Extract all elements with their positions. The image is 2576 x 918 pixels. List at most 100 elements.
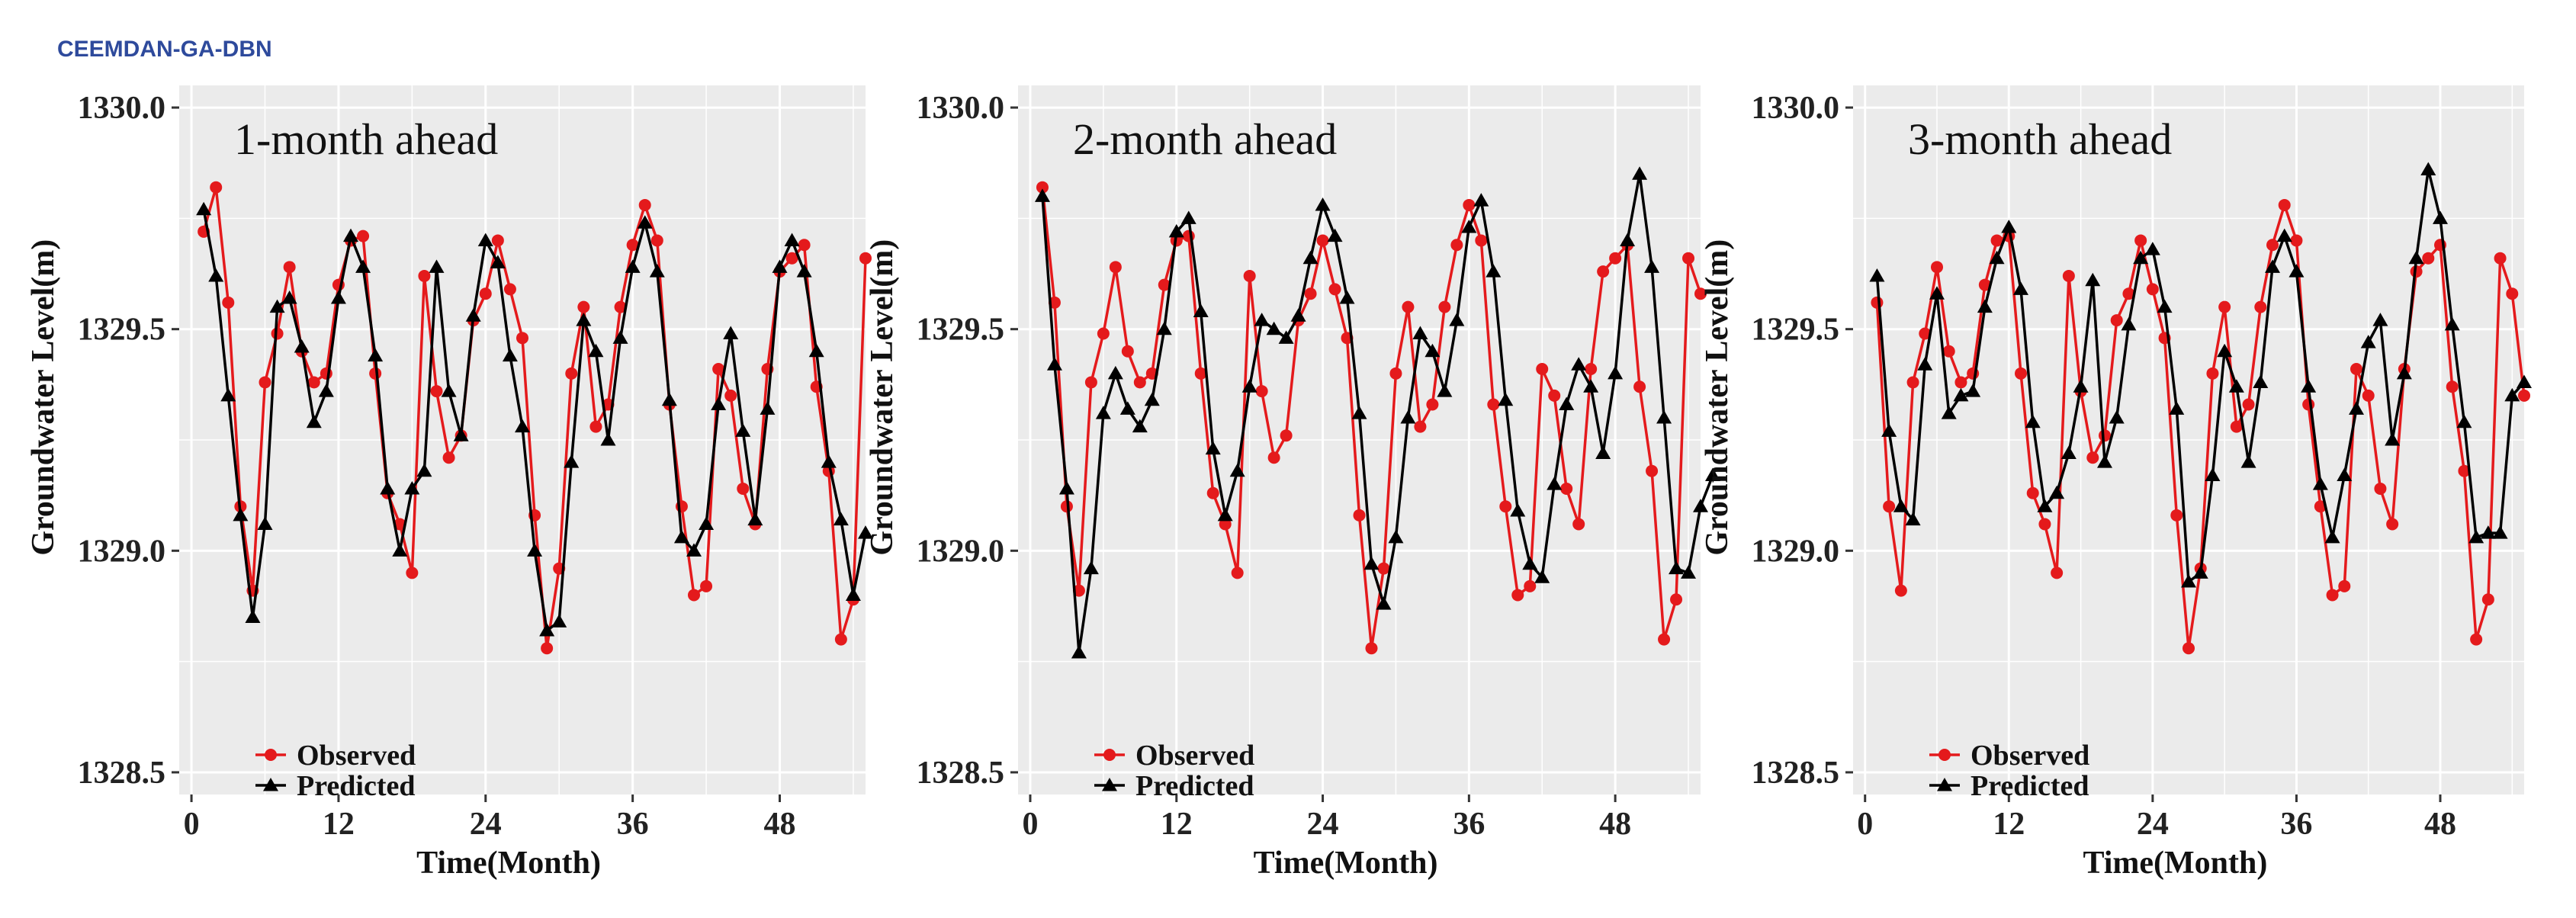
data-point-observed [2051,567,2064,579]
data-point-predicted [735,423,751,437]
data-point-observed [1906,376,1919,389]
data-point-observed [2242,398,2255,411]
data-point-observed [1231,567,1244,579]
data-point-observed [1694,287,1707,300]
data-point-observed [737,482,750,495]
data-point-observed [393,518,406,531]
data-point-observed [1585,363,1598,375]
data-point-observed [1377,562,1390,575]
data-point-predicted [477,233,493,246]
data-point-predicted [490,255,506,268]
data-point-predicted [1083,560,1099,575]
data-point-predicted [1290,308,1306,322]
data-point-predicted [1046,357,1062,371]
data-point-observed [638,198,651,211]
data-point-predicted [1193,303,1209,317]
data-point-predicted [661,392,677,406]
data-point-observed [307,376,320,389]
data-point-predicted [2337,467,2353,481]
data-point-observed [1511,589,1524,602]
data-point-predicted [784,233,800,246]
data-point-predicted [1217,507,1233,522]
data-point-observed [271,327,284,340]
x-tick-label: 24 [470,807,502,842]
data-point-observed [1609,252,1622,265]
data-point-predicted [1989,250,2005,265]
data-point-predicted [1534,570,1550,583]
chart-panel-3: 0 12 24 36 48 1328.5 1329.0 1329.5 1330.0 Time(Mo… [1700,85,2532,881]
data-point-observed [1658,633,1671,646]
data-point-observed [442,451,455,464]
data-point-observed [2218,300,2231,313]
data-point-predicted [2049,485,2065,499]
data-point-observed [2146,283,2159,296]
data-point-observed [1524,579,1537,592]
data-point-observed [1402,300,1415,313]
data-point-observed [1072,584,1085,597]
data-point-predicted [1107,365,1123,380]
data-point-predicted [2169,401,2185,415]
data-point-predicted [551,614,567,628]
data-point-observed [589,420,602,433]
data-point-observed [2350,363,2362,375]
data-point-predicted [515,419,530,433]
y-tick-label: 1328.5 [1752,756,1840,791]
data-point-predicted [1693,499,1708,512]
data-point-predicted [833,512,849,526]
data-point-predicted [1595,445,1611,459]
chart-main-title: CEEMDAN-GA-DBN [57,37,272,62]
data-point-observed [1475,234,1488,247]
data-point-predicted [1620,233,1636,246]
data-point-predicted [2492,525,2508,539]
data-point-observed [2086,451,2099,464]
y-tick-label: 1330.0 [917,91,1005,126]
data-point-observed [1646,464,1659,477]
data-point-observed [1097,327,1110,340]
data-point-predicted [233,507,249,522]
data-point-observed [2099,429,2111,442]
data-point-predicted [1547,477,1563,490]
data-point-predicted [380,480,396,495]
data-point-predicted [1869,268,1885,282]
data-point-predicted [2468,529,2484,544]
data-point-predicted [1180,210,1196,224]
data-point-predicted [2192,565,2208,579]
data-point-predicted [2181,574,2196,588]
data-point-predicted [576,313,592,326]
data-point-observed [1572,518,1585,531]
x-tick-label: 0 [184,807,200,842]
x-tick-label: 12 [323,807,355,842]
data-point-predicted [2001,220,2017,233]
data-point-predicted [2301,379,2317,393]
legend-label-observed: Observed [1971,740,2089,772]
panel-title: 1-month ahead [234,114,498,164]
data-point-observed [1316,234,1329,247]
data-point-predicted [1941,406,1957,419]
data-point-predicted [1302,250,1319,265]
data-point-predicted [465,308,481,322]
data-point-predicted [1632,166,1648,180]
data-point-observed [2206,367,2219,380]
x-tick-label: 48 [1599,807,1631,842]
data-point-observed [1280,429,1293,442]
data-point-predicted [637,215,653,229]
data-point-predicted [1400,409,1416,424]
x-tick-label: 12 [1993,807,2025,842]
data-point-observed [1438,300,1451,313]
legend-label-predicted: Predicted [297,770,415,802]
data-point-predicted [1266,321,1282,335]
data-point-observed [834,633,847,646]
data-point-predicted [1704,467,1720,481]
data-point-predicted [2240,454,2256,468]
data-point-observed [503,283,516,296]
data-point-predicted [2253,374,2269,388]
data-point-observed [2470,633,2483,646]
data-point-predicted [1376,596,1392,610]
y-tick-label: 1329.0 [78,534,166,569]
data-point-predicted [858,525,873,539]
data-point-predicted [2276,228,2292,242]
data-point-predicted [1486,264,1502,278]
data-point-observed [2026,486,2039,499]
data-point-observed [1328,283,1341,296]
